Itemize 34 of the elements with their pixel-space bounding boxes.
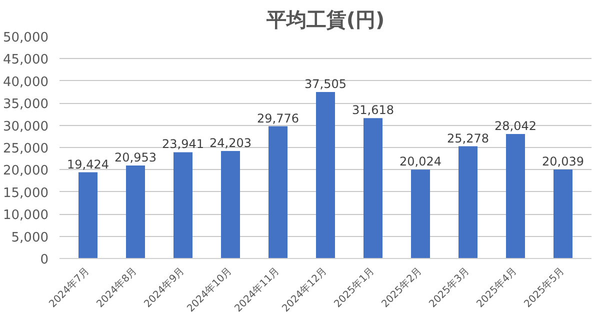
- y-tick-label: 20,000: [3, 164, 49, 179]
- data-label: 20,039: [542, 154, 584, 169]
- bar: [126, 165, 145, 258]
- data-label: 19,424: [67, 157, 110, 172]
- y-tick-label: 40,000: [3, 74, 49, 90]
- bar: [316, 92, 335, 258]
- data-label: 25,278: [447, 131, 490, 146]
- y-tick-label: 35,000: [3, 97, 49, 112]
- bar: [554, 170, 572, 258]
- bar: [78, 172, 98, 258]
- bar: [458, 146, 478, 258]
- bar: [364, 118, 382, 258]
- y-tick-label: 15,000: [3, 186, 49, 201]
- y-tick-label: 5,000: [11, 230, 48, 246]
- y-tick-label: 25,000: [3, 142, 49, 156]
- bar: [221, 151, 240, 258]
- data-label: 20,953: [114, 150, 157, 164]
- data-label: 28,042: [494, 118, 537, 133]
- y-tick-label: 0: [40, 252, 49, 268]
- bar: [174, 152, 192, 258]
- y-tick-label: 30,000: [3, 119, 49, 134]
- data-label: 24,203: [210, 136, 252, 150]
- data-label: 23,941: [162, 137, 204, 152]
- data-label: 29,776: [257, 111, 300, 126]
- y-tick-label: 10,000: [3, 208, 49, 224]
- data-label: 31,618: [352, 103, 394, 118]
- bar: [411, 170, 430, 258]
- y-tick-label: 45,000: [3, 52, 49, 68]
- y-tick-label: 50,000: [3, 30, 49, 46]
- bar: [506, 134, 525, 258]
- bar: [268, 126, 288, 258]
- chart-title: 平均工賃(円): [265, 8, 385, 32]
- data-label: 20,024: [400, 154, 442, 169]
- data-label: 37,505: [304, 76, 347, 91]
